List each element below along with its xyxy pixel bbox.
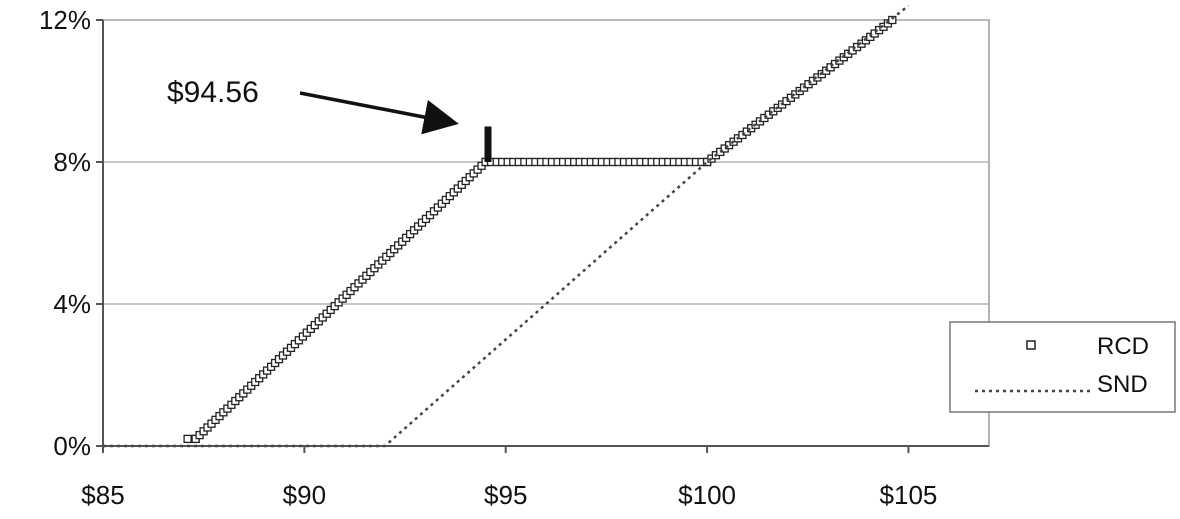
series-line-snd <box>103 4 910 448</box>
legend-swatch-rcd <box>1026 340 1036 350</box>
x-tick-label: $95 <box>484 480 527 510</box>
legend: RCD SND <box>949 321 1176 413</box>
legend-box <box>949 321 1176 413</box>
annotations: $94.56 <box>167 76 492 162</box>
x-tick-label: $90 <box>283 480 326 510</box>
series-snd <box>103 4 910 448</box>
series-marker-rcd <box>183 434 192 444</box>
legend-label-snd: SND <box>1097 371 1148 398</box>
y-tick-label: 0% <box>53 431 91 461</box>
y-tick-label: 4% <box>53 289 91 319</box>
tick-labels: 0% 4% 8% 12% $85 $90 $95 $100 $105 <box>39 5 937 510</box>
plot-area <box>102 19 990 447</box>
y-tick-label: 12% <box>39 5 91 35</box>
annotation-label: $94.56 <box>167 76 259 109</box>
x-tick-label: $105 <box>880 480 938 510</box>
x-tick-label: $100 <box>678 480 736 510</box>
annotation-arrow <box>299 91 459 135</box>
legend-label-rcd: RCD <box>1097 333 1149 360</box>
series-marker-rcd <box>888 15 897 25</box>
x-tick-label: $85 <box>81 480 124 510</box>
y-tick-label: 8% <box>53 147 91 177</box>
